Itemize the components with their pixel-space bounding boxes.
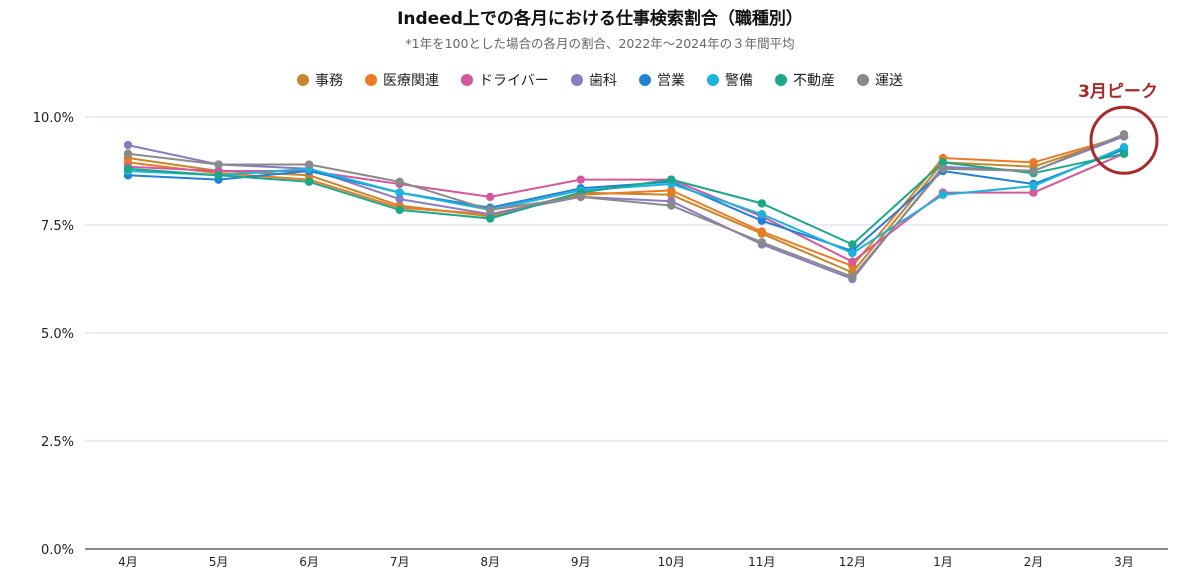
- x-tick-label: 12月: [839, 555, 866, 569]
- series-line: [127, 135, 1125, 267]
- data-point: [848, 248, 857, 258]
- data-point: [395, 205, 404, 215]
- data-point: [1029, 158, 1038, 167]
- y-tick-label: 0.0%: [41, 543, 74, 558]
- legend-label: ドライバー: [479, 73, 549, 89]
- legend-item[interactable]: 運送: [857, 73, 903, 89]
- data-point: [1029, 188, 1038, 197]
- data-point: [395, 194, 404, 204]
- legend-label: 歯科: [589, 73, 617, 89]
- legend-item[interactable]: 営業: [639, 73, 685, 89]
- data-point: [1029, 166, 1038, 176]
- data-point: [485, 192, 495, 202]
- data-point: [304, 177, 314, 186]
- series-line: [127, 133, 1125, 278]
- x-tick-label: 4月: [118, 555, 138, 569]
- data-point: [757, 210, 767, 219]
- data-point: [1119, 130, 1129, 139]
- y-axis: 0.0% 2.5% 5.0% 7.5% 10.0%: [33, 111, 74, 558]
- data-point: [214, 160, 223, 169]
- x-axis: 4月 5月 6月 7月 8月 9月 10月 11月 12月 1月 2月 3月: [85, 548, 1168, 569]
- series-points: [123, 130, 1129, 284]
- annotation: 3月ピーク: [1078, 82, 1159, 175]
- chart-subtitle: *1年を100とした場合の各月の割合、2022年〜2024年の３年間平均: [405, 36, 794, 51]
- x-tick-label: 3月: [1114, 555, 1134, 569]
- legend-label: 警備: [725, 73, 753, 89]
- data-point: [848, 272, 857, 282]
- peak-annotation-label: 3月ピーク: [1078, 82, 1158, 102]
- legend-item[interactable]: 歯科: [571, 73, 617, 89]
- series-line: [127, 152, 1125, 246]
- legend-marker: [639, 74, 651, 86]
- data-point: [395, 177, 404, 186]
- legend-label: 運送: [875, 73, 903, 89]
- x-tick-label: 11月: [748, 555, 775, 569]
- x-tick-label: 5月: [209, 555, 229, 569]
- data-point: [395, 188, 404, 197]
- data-point: [938, 190, 948, 199]
- data-point: [938, 158, 948, 167]
- series-line: [127, 135, 1125, 280]
- x-tick-label: 2月: [1024, 555, 1044, 569]
- series-line: [127, 146, 1125, 255]
- legend-item[interactable]: 事務: [297, 73, 343, 89]
- y-tick-label: 7.5%: [41, 219, 74, 234]
- x-tick-label: 8月: [480, 555, 500, 569]
- data-point: [485, 214, 495, 223]
- legend-marker: [707, 74, 719, 86]
- x-tick-label: 7月: [390, 555, 410, 569]
- data-point: [757, 199, 767, 208]
- legend-marker: [857, 74, 869, 86]
- data-point: [1119, 143, 1129, 152]
- legend-item[interactable]: 警備: [707, 73, 753, 89]
- data-point: [848, 257, 857, 266]
- legend-label: 営業: [657, 73, 685, 89]
- chart-title: Indeed上での各月における仕事検索割合（職種別）: [397, 8, 803, 29]
- data-point: [304, 160, 314, 169]
- data-point: [123, 149, 133, 158]
- data-point: [1119, 149, 1129, 158]
- peak-highlight-circle: [1089, 105, 1159, 175]
- y-tick-label: 2.5%: [41, 435, 74, 450]
- series-lines: [127, 133, 1125, 280]
- series-line: [127, 135, 1125, 274]
- legend-marker: [461, 74, 473, 86]
- legend-marker: [571, 74, 583, 86]
- x-tick-label: 10月: [658, 555, 685, 569]
- data-point: [757, 216, 767, 225]
- data-point: [757, 227, 767, 236]
- data-point: [667, 186, 676, 195]
- y-tick-label: 10.0%: [33, 111, 74, 126]
- data-point: [848, 240, 857, 249]
- legend-item[interactable]: 医療関連: [365, 72, 439, 89]
- gridlines: [85, 116, 1168, 442]
- legend-marker: [365, 74, 377, 86]
- series-line: [127, 148, 1125, 252]
- data-point: [485, 205, 495, 215]
- data-point: [123, 140, 133, 150]
- data-point: [576, 175, 585, 184]
- legend-label: 不動産: [793, 73, 835, 89]
- legend: 事務 医療関連 ドライバー 歯科 営業 警備 不動産 運送: [297, 72, 903, 89]
- data-point: [667, 201, 676, 210]
- data-point: [1029, 181, 1038, 191]
- x-tick-label: 6月: [299, 555, 319, 569]
- data-point: [667, 175, 676, 184]
- legend-marker: [775, 74, 787, 86]
- data-point: [757, 238, 767, 247]
- data-point: [938, 164, 948, 174]
- data-point: [576, 192, 585, 202]
- legend-item[interactable]: 不動産: [775, 73, 835, 89]
- x-tick-label: 9月: [571, 555, 591, 569]
- legend-marker: [297, 74, 309, 86]
- legend-label: 医療関連: [383, 72, 439, 89]
- x-tick-label: 1月: [933, 555, 953, 569]
- y-tick-label: 5.0%: [41, 327, 74, 342]
- data-point: [123, 164, 133, 174]
- legend-item[interactable]: ドライバー: [461, 73, 549, 89]
- legend-label: 事務: [315, 73, 343, 89]
- data-point: [214, 171, 223, 180]
